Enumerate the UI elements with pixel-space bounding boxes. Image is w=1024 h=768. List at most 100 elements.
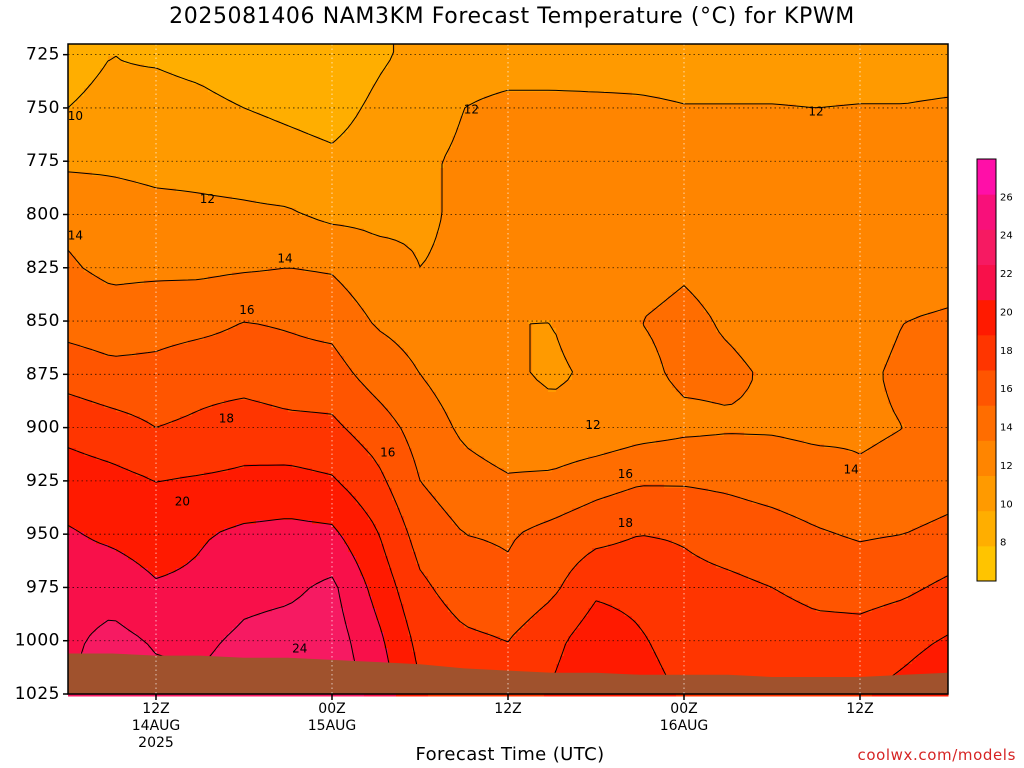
temperature-cell: [164, 496, 169, 501]
temperature-cell: [152, 436, 157, 441]
temperature-cell: [104, 276, 109, 281]
temperature-cell: [108, 120, 113, 125]
temperature-cell: [104, 316, 109, 321]
temperature-cell: [88, 464, 93, 469]
temperature-cell: [172, 580, 177, 585]
temperature-cell: [172, 52, 177, 57]
temperature-cell: [152, 404, 157, 409]
temperature-cell: [120, 472, 125, 477]
temperature-cell: [88, 76, 93, 81]
temperature-cell: [172, 568, 177, 573]
temperature-cell: [112, 320, 117, 325]
temperature-cell: [140, 140, 145, 145]
temperature-cell: [104, 108, 109, 113]
temperature-cell: [180, 464, 185, 469]
temperature-cell: [136, 380, 141, 385]
temperature-cell: [72, 44, 77, 49]
temperature-cell: [156, 608, 161, 613]
temperature-cell: [84, 468, 89, 473]
temperature-cell: [76, 612, 81, 617]
temperature-cell: [164, 500, 169, 505]
temperature-cell: [140, 536, 145, 541]
temperature-cell: [172, 272, 177, 277]
temperature-cell: [100, 136, 105, 141]
temperature-cell: [96, 624, 101, 629]
temperature-cell: [148, 220, 153, 225]
temperature-cell: [92, 136, 97, 141]
temperature-cell: [144, 404, 149, 409]
temperature-cell: [84, 568, 89, 573]
temperature-cell: [68, 548, 73, 553]
temperature-cell: [104, 488, 109, 493]
temperature-cell: [72, 164, 77, 169]
temperature-cell: [116, 524, 121, 529]
temperature-cell: [84, 328, 89, 333]
temperature-cell: [156, 304, 161, 309]
temperature-cell: [104, 636, 109, 641]
temperature-cell: [100, 44, 105, 49]
temperature-cell: [152, 52, 157, 57]
temperature-cell: [136, 636, 141, 641]
temperature-cell: [144, 628, 149, 633]
temperature-cell: [104, 60, 109, 65]
temperature-cell: [80, 356, 85, 361]
temperature-cell: [84, 216, 89, 221]
temperature-cell: [124, 156, 129, 161]
temperature-cell: [84, 180, 89, 185]
temperature-cell: [72, 616, 77, 621]
temperature-cell: [88, 328, 93, 333]
temperature-cell: [160, 48, 165, 53]
temperature-cell: [148, 552, 153, 557]
temperature-cell: [172, 76, 177, 81]
temperature-cell: [156, 444, 161, 449]
temperature-cell: [84, 448, 89, 453]
temperature-cell: [152, 92, 157, 97]
temperature-cell: [172, 116, 177, 121]
temperature-cell: [72, 60, 77, 65]
temperature-cell: [148, 400, 153, 405]
temperature-cell: [148, 408, 153, 413]
temperature-cell: [148, 144, 153, 149]
temperature-cell: [124, 584, 129, 589]
temperature-cell: [124, 544, 129, 549]
temperature-cell: [176, 524, 181, 529]
temperature-cell: [124, 488, 129, 493]
temperature-cell: [96, 620, 101, 625]
temperature-cell: [112, 452, 117, 457]
temperature-cell: [128, 484, 133, 489]
temperature-cell: [188, 60, 193, 65]
temperature-cell: [176, 228, 181, 233]
temperature-cell: [164, 276, 169, 281]
temperature-cell: [124, 272, 129, 277]
temperature-cell: [120, 48, 125, 53]
temperature-cell: [160, 364, 165, 369]
temperature-cell: [112, 448, 117, 453]
temperature-cell: [80, 240, 85, 245]
temperature-cell: [136, 552, 141, 557]
temperature-cell: [112, 504, 117, 509]
temperature-cell: [180, 460, 185, 465]
temperature-cell: [132, 456, 137, 461]
temperature-cell: [144, 200, 149, 205]
temperature-cell: [76, 496, 81, 501]
temperature-cell: [92, 480, 97, 485]
temperature-cell: [96, 112, 101, 117]
temperature-cell: [84, 284, 89, 289]
temperature-cell: [164, 80, 169, 85]
temperature-cell: [172, 172, 177, 177]
temperature-cell: [188, 352, 193, 357]
temperature-cell: [136, 304, 141, 309]
temperature-cell: [152, 216, 157, 221]
temperature-cell: [172, 152, 177, 157]
temperature-cell: [172, 428, 177, 433]
temperature-cell: [148, 84, 153, 89]
temperature-cell: [120, 264, 125, 269]
temperature-cell: [128, 272, 133, 277]
temperature-cell: [188, 220, 193, 225]
temperature-cell: [148, 352, 153, 357]
temperature-cell: [124, 532, 129, 537]
temperature-cell: [136, 532, 141, 537]
temperature-cell: [120, 192, 125, 197]
temperature-cell: [76, 400, 81, 405]
temperature-cell: [172, 588, 177, 593]
